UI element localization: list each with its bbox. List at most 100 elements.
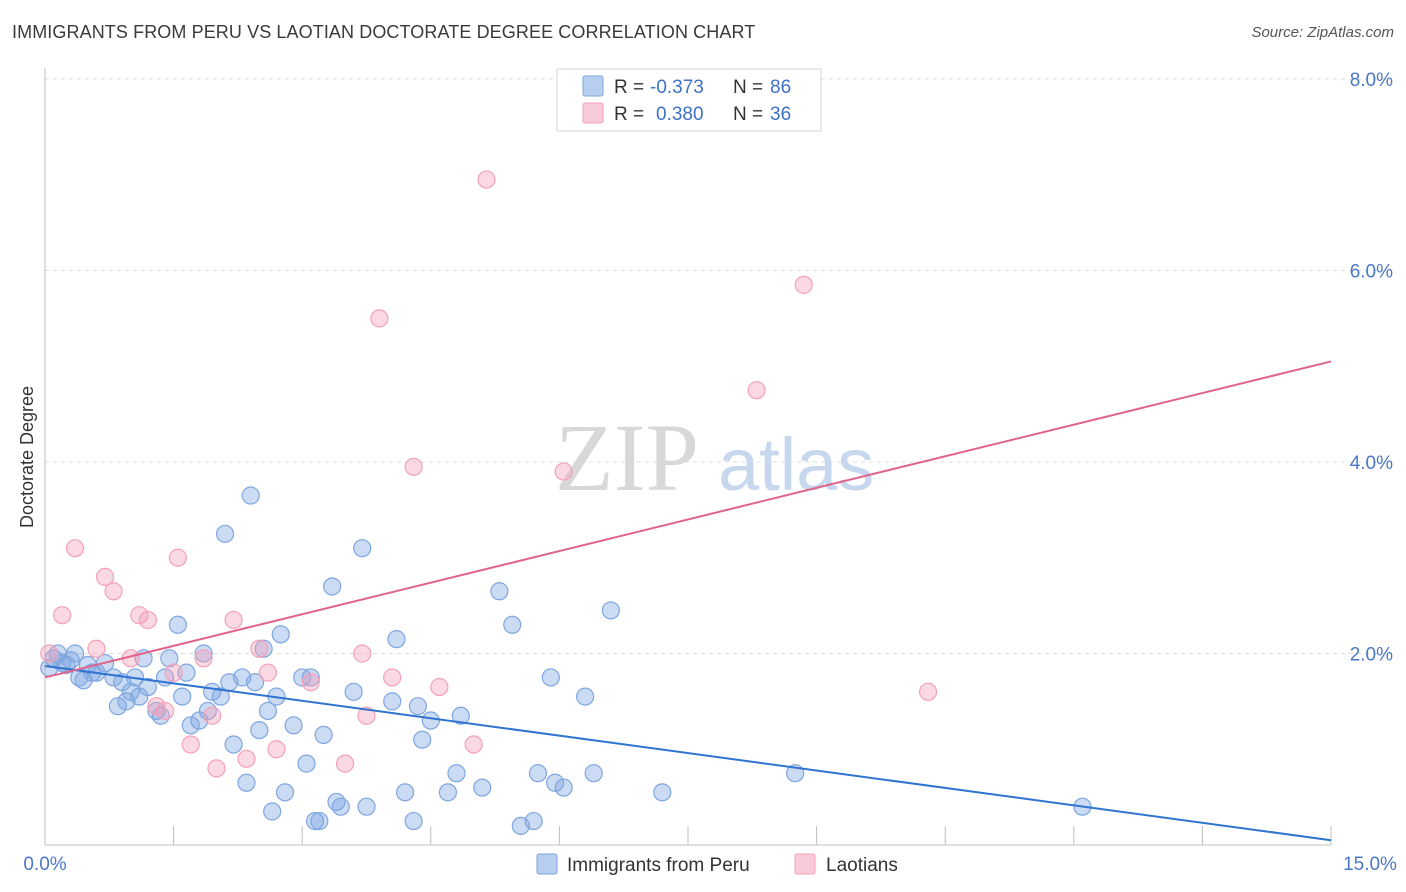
point-peru — [473, 778, 492, 797]
point-peru — [263, 802, 282, 821]
point-laotians — [168, 548, 187, 567]
point-laotians — [155, 701, 175, 721]
point-peru — [546, 773, 565, 792]
point-peru — [310, 811, 329, 831]
point-laotians — [95, 567, 115, 587]
point-peru — [173, 687, 192, 706]
point-peru — [104, 668, 123, 687]
trend-line-peru — [44, 664, 1332, 842]
point-laotians — [40, 644, 59, 663]
point-peru — [138, 677, 157, 697]
y-tick-label: 2.0% — [1350, 645, 1393, 666]
legend-n-label-peru: N = — [733, 77, 763, 98]
legend-n-value-laotians: 36 — [770, 104, 791, 125]
point-peru — [408, 697, 428, 716]
point-laotians — [250, 639, 269, 658]
series-legend-swatch-laotians — [794, 853, 816, 875]
point-laotians — [147, 697, 166, 716]
point-peru — [344, 682, 363, 701]
point-peru — [211, 687, 230, 706]
series-laotians-points — [40, 170, 938, 778]
point-peru — [584, 764, 603, 783]
legend-r-label-laotians: R = — [614, 104, 644, 125]
legend-swatch-peru — [582, 75, 604, 97]
point-peru — [554, 778, 573, 797]
point-laotians — [207, 759, 226, 778]
source-credit: Source: ZipAtlas.com — [1251, 24, 1394, 41]
legend-r-value-laotians: 0.380 — [656, 104, 704, 125]
point-laotians — [224, 610, 243, 630]
point-peru — [254, 639, 273, 658]
point-peru — [258, 701, 278, 721]
point-laotians — [477, 170, 496, 189]
point-peru — [237, 773, 256, 792]
point-peru — [653, 783, 672, 802]
point-laotians — [404, 457, 423, 476]
point-peru — [528, 764, 548, 783]
point-laotians — [370, 309, 389, 328]
x-tick-marks — [173, 826, 1332, 845]
point-peru — [297, 754, 316, 773]
point-laotians — [53, 606, 72, 625]
point-laotians — [301, 673, 320, 692]
point-peru — [215, 524, 235, 543]
y-tick-labels: 2.0% 4.0% 6.0% 8.0% — [1350, 70, 1393, 666]
point-peru — [168, 615, 187, 634]
point-peru — [314, 725, 333, 744]
point-peru — [323, 577, 342, 596]
point-laotians — [554, 462, 573, 481]
trend-lines — [44, 360, 1332, 842]
point-peru — [541, 668, 560, 687]
legend-n-label-laotians: N = — [733, 104, 763, 125]
point-peru — [331, 797, 350, 816]
point-peru — [421, 711, 440, 730]
watermark-zip: ZIP — [555, 404, 699, 511]
point-laotians — [130, 606, 149, 625]
legend-r-value-peru: -0.373 — [650, 77, 704, 98]
series-legend-swatch-peru — [536, 853, 558, 875]
y-tick-label: 4.0% — [1350, 453, 1393, 474]
point-peru — [177, 663, 196, 682]
point-peru — [438, 783, 458, 802]
legend-swatch-laotians — [582, 102, 604, 124]
point-peru — [353, 539, 372, 558]
point-laotians — [138, 610, 157, 630]
series-legend-label-peru: Immigrants from Peru — [567, 855, 750, 876]
point-laotians — [747, 381, 766, 400]
point-peru — [524, 811, 543, 831]
point-laotians — [65, 539, 85, 558]
point-peru — [383, 692, 402, 711]
point-peru — [357, 797, 376, 816]
point-laotians — [357, 706, 376, 725]
point-peru — [271, 625, 290, 644]
point-laotians — [464, 735, 483, 754]
x-tick-label-max: 15.0% — [1343, 854, 1397, 875]
point-peru — [284, 716, 303, 735]
point-peru — [413, 730, 432, 749]
point-peru — [387, 630, 406, 649]
legend-r-label-peru: R = — [614, 77, 644, 98]
y-tick-label: 6.0% — [1350, 262, 1393, 283]
point-peru — [160, 649, 179, 668]
point-laotians — [267, 740, 286, 759]
point-peru — [65, 644, 85, 663]
point-laotians — [430, 677, 449, 697]
point-laotians — [383, 668, 402, 687]
point-peru — [194, 644, 213, 663]
point-peru — [275, 783, 295, 802]
point-peru — [250, 720, 269, 740]
point-peru — [404, 811, 423, 831]
point-laotians — [181, 735, 200, 754]
point-laotians — [258, 663, 278, 682]
watermark: ZIP atlas — [555, 404, 874, 511]
point-peru — [490, 582, 509, 601]
point-laotians — [104, 582, 123, 601]
point-laotians — [918, 682, 938, 701]
point-peru — [503, 615, 522, 634]
point-laotians — [194, 649, 213, 668]
legend-n-value-peru: 86 — [770, 77, 791, 98]
point-peru — [305, 811, 325, 831]
point-peru — [245, 673, 265, 692]
point-laotians — [335, 754, 355, 773]
